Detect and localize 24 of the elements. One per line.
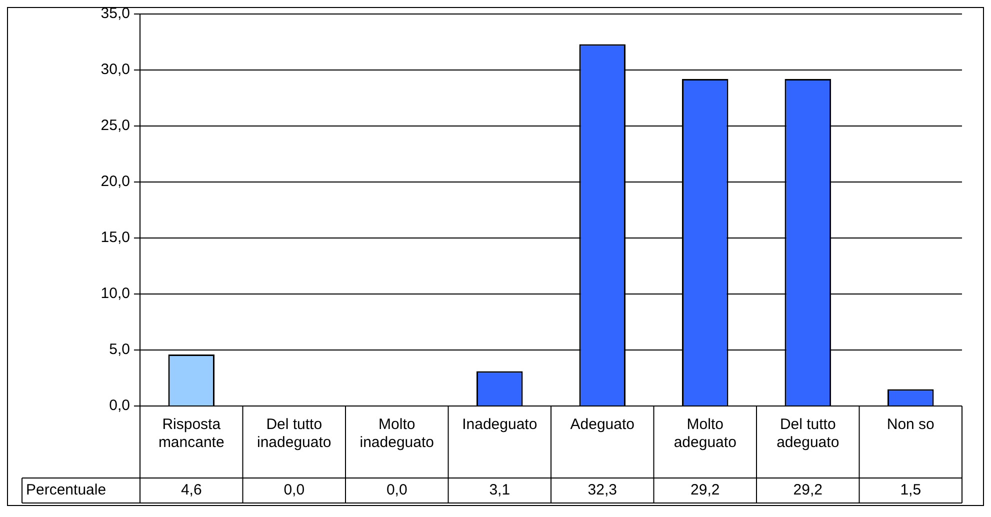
- data-label: 32,3: [588, 482, 617, 499]
- data-label: 1,5: [900, 482, 922, 499]
- x-tick-label: Adeguato: [570, 416, 634, 434]
- text: Percentuale: [26, 482, 106, 499]
- x-tick-label: Risposta mancante: [158, 416, 224, 452]
- y-tick-label: 15,0: [100, 229, 130, 246]
- y-tick-label: 10,0: [100, 285, 130, 302]
- x-tick-label: Molto inadeguato: [360, 416, 434, 452]
- y-tick-label: 20,0: [100, 173, 130, 190]
- data-label: 3,1: [489, 482, 510, 499]
- x-tick-label: Molto adeguato: [674, 416, 736, 452]
- x-tick-label: Inadeguato: [462, 416, 538, 434]
- y-tick-label: 30,0: [100, 61, 130, 78]
- data-label: 29,2: [690, 482, 720, 499]
- y-tick-label: 0,0: [109, 397, 130, 414]
- x-tick-label: Del tutto inadeguato: [257, 416, 332, 452]
- y-tick-label: 25,0: [100, 117, 130, 134]
- data-label: 0,0: [386, 482, 408, 499]
- data-label: 29,2: [793, 482, 822, 499]
- y-tick-label: 5,0: [109, 341, 130, 358]
- data-label: 4,6: [180, 482, 202, 499]
- x-tick-label: Del tutto adeguato: [776, 416, 840, 452]
- data-label: 0,0: [284, 482, 305, 499]
- x-tick-label: Non so: [886, 416, 934, 434]
